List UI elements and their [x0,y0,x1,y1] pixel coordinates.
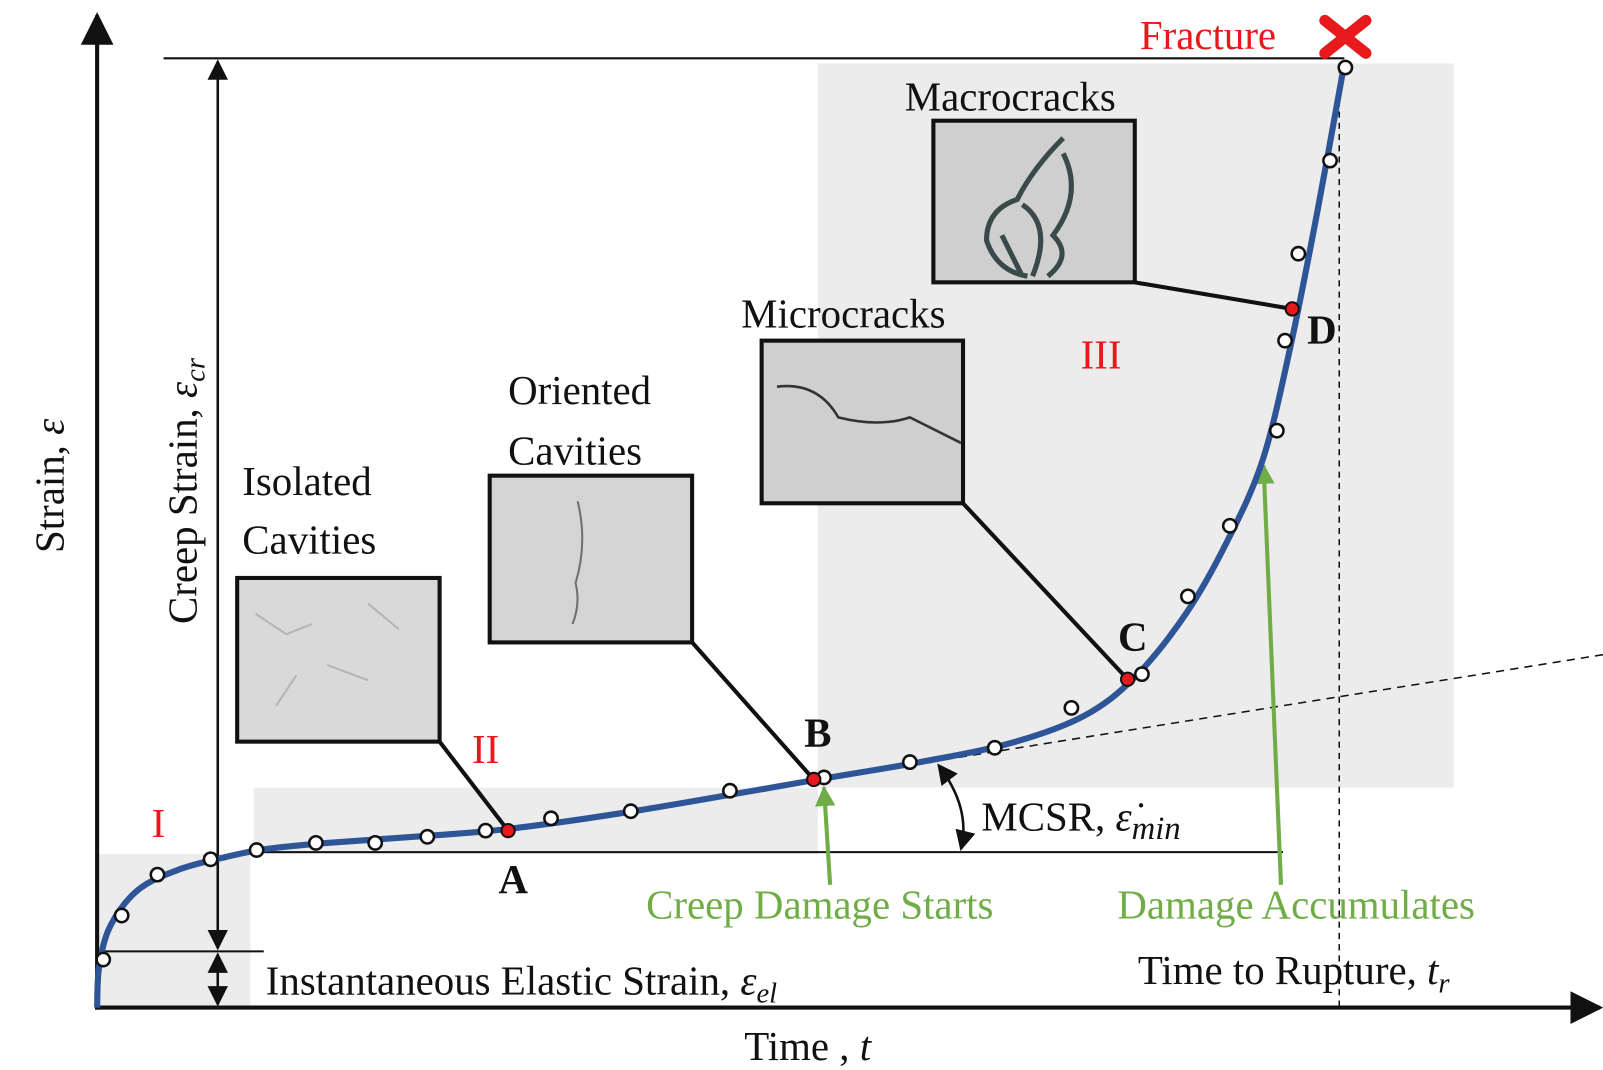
data-point [151,868,164,881]
key-point [501,824,514,837]
data-point [1292,247,1305,260]
data-point [204,853,217,866]
stage-label: I [152,801,166,846]
data-point [250,843,263,856]
point-label: C [1118,615,1148,660]
micrograph [490,476,692,643]
point-label: D [1307,308,1337,353]
micrograph-label: Isolated [242,459,371,504]
stage-label: III [1081,332,1122,377]
data-point [1223,519,1236,532]
data-point [544,812,557,825]
y-axis-label: Strain, ε [27,418,72,553]
data-point [115,909,128,922]
point-label: A [498,857,528,902]
data-point [421,830,434,843]
data-point [1135,667,1148,680]
data-point [723,784,736,797]
micrograph-label: Oriented [508,368,651,413]
key-point [1121,673,1134,686]
micrograph-label: Cavities [508,428,642,473]
creep-strain-label: Creep Strain, εcr [160,357,211,624]
key-point [807,773,820,786]
damage-accumulates-label: Damage Accumulates [1117,883,1475,928]
mcsr-label: MCSR, ε̇min [981,795,1180,847]
micrograph [237,578,439,742]
rupture-time-label: Time to Rupture, tr [1138,948,1451,999]
fracture-mark [1325,20,1366,53]
micrograph-label: Macrocracks [905,74,1116,119]
data-point [369,836,382,849]
x-axis-label: Time , t [744,1024,872,1069]
data-point [903,755,916,768]
data-point [309,836,322,849]
data-point [624,805,637,818]
data-point [1181,590,1194,603]
data-point [1339,61,1352,74]
micrograph-label: Microcracks [741,291,945,336]
data-point [479,824,492,837]
key-point [1286,302,1299,315]
damage-arrow [824,788,830,885]
data-point [1323,154,1336,167]
stage-label: II [472,727,499,772]
micrograph [933,121,1134,283]
micrograph-label: Cavities [242,517,376,562]
data-point [988,741,1001,754]
data-point [1270,424,1283,437]
point-label: B [804,711,831,756]
micrograph [762,341,963,504]
fracture-label: Fracture [1140,13,1276,58]
damage-starts-label: Creep Damage Starts [646,883,993,928]
creep-diagram: Strain, ε Time , t Creep Strain, εcr Ins… [0,0,1603,1070]
data-point [97,953,110,966]
stage-region [99,854,250,1007]
elastic-strain-label: Instantaneous Elastic Strain, εel [266,958,777,1009]
data-point [1278,334,1291,347]
data-point [1065,701,1078,714]
